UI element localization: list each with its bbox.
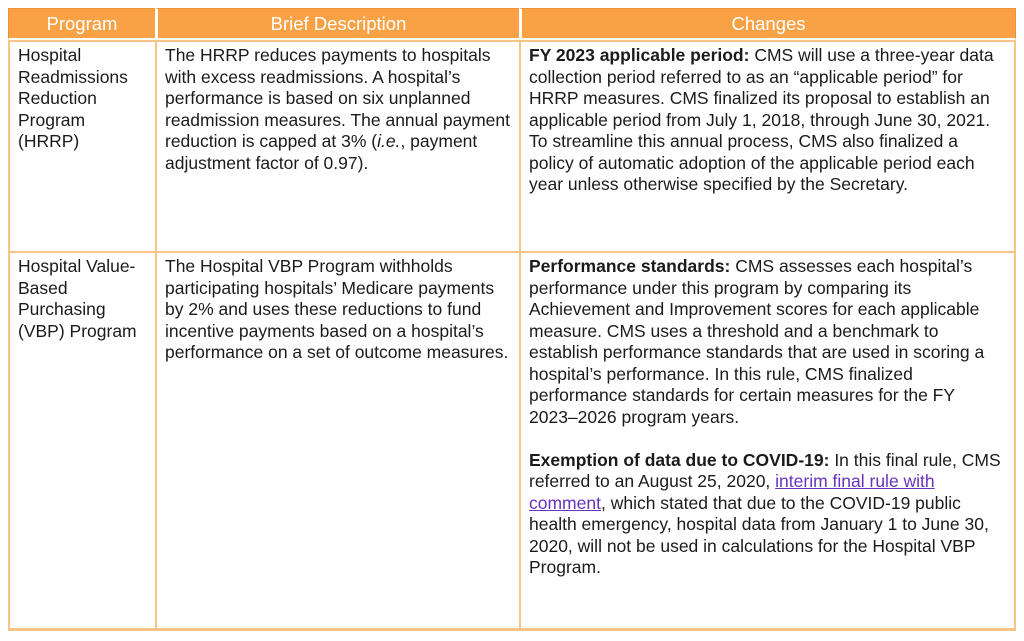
change-text-performance-standards: CMS assesses each hospital’s performance… [529,256,985,427]
column-header-brief-description: Brief Description [155,8,519,40]
program-cell-vbp: Hospital Value-Based Purchasing (VBP) Pr… [8,253,155,631]
program-cell-hrrp: Hospital Readmissions Reduction Program … [8,40,155,253]
change-heading-performance-standards: Performance standards: [529,256,731,276]
changes-cell-hrrp: FY 2023 applicable period: CMS will use … [519,40,1016,253]
change-text-covid-post-link: , which stated that due to the COVID-19 … [529,492,989,578]
change-heading-covid-exemption: Exemption of data due to COVID-19: [529,449,830,470]
description-text-pre: The HRRP reduces payments to hospitals w… [165,45,511,151]
description-text-post: , payment adjustment factor of 0.97). [165,131,478,173]
description-cell-vbp: The Hospital VBP Program withholds parti… [155,253,519,631]
interim-final-rule-link[interactable]: interim final rule with comment [529,471,935,513]
column-header-program: Program [8,8,155,40]
description-cell-hrrp: The HRRP reduces payments to hospitals w… [155,40,519,253]
changes-cell-vbp: Performance standards: CMS assesses each… [519,253,1016,631]
change-paragraph-performance-standards: Performance standards: CMS assesses each… [529,256,1007,428]
table-row-vbp: Hospital Value-Based Purchasing (VBP) Pr… [8,253,1016,631]
description-italic-abbrev: i.e. [377,131,401,151]
change-paragraph-applicable-period: FY 2023 applicable period: CMS will use … [529,45,1007,196]
change-heading-applicable-period: FY 2023 applicable period: [529,45,750,65]
program-changes-table: Program Brief Description Changes Hospit… [8,8,1016,631]
column-header-changes: Changes [519,8,1016,40]
change-text-covid-pre-link: In this final rule, CMS referred to an A… [529,449,1001,492]
table-row-hrrp: Hospital Readmissions Reduction Program … [8,40,1016,253]
change-text-applicable-period: CMS will use a three-year data collectio… [529,45,994,194]
header-row: Program Brief Description Changes [8,8,1016,40]
change-paragraph-covid-exemption: Exemption of data due to COVID-19: In th… [529,450,1007,579]
